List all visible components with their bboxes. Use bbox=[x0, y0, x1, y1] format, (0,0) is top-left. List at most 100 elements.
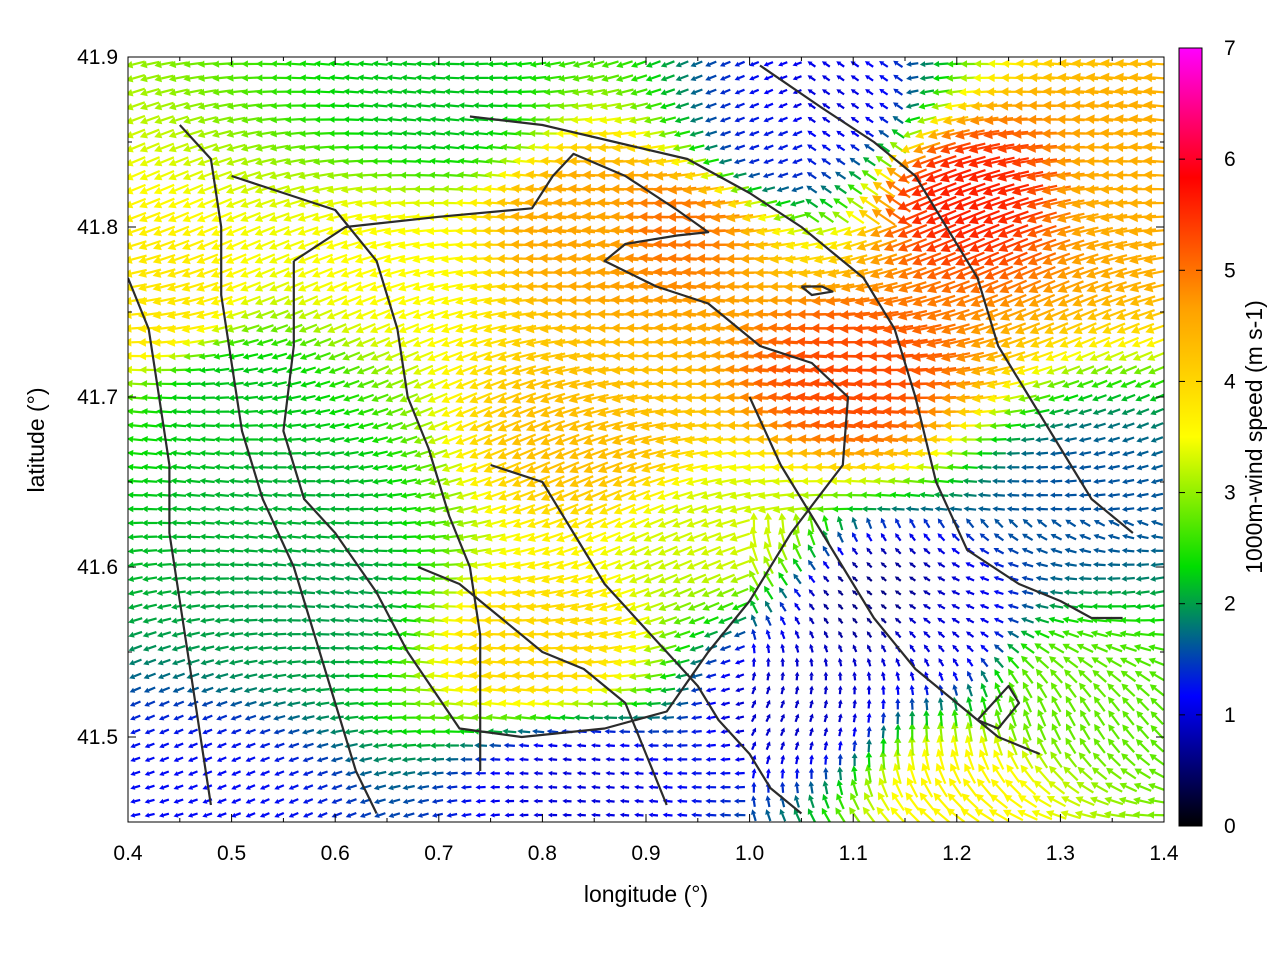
wind-arrow bbox=[358, 74, 374, 81]
wind-arrow bbox=[372, 465, 388, 471]
wind-arrow bbox=[372, 88, 387, 94]
wind-arrow bbox=[620, 771, 629, 776]
wind-arrow bbox=[1108, 465, 1120, 471]
wind-arrow bbox=[358, 464, 373, 470]
wind-arrow bbox=[272, 450, 287, 456]
wind-arrow bbox=[662, 729, 674, 734]
wind-arrow bbox=[980, 645, 988, 652]
wind-arrow bbox=[329, 645, 344, 651]
wind-arrow bbox=[735, 76, 745, 81]
wind-arrow bbox=[330, 575, 344, 581]
x-tick-label: 0.7 bbox=[424, 842, 453, 865]
wind-arrow bbox=[257, 520, 272, 526]
wind-arrow bbox=[1091, 603, 1107, 610]
wind-arrow bbox=[1093, 437, 1105, 443]
wind-arrow bbox=[689, 632, 704, 639]
wind-arrow bbox=[357, 409, 373, 416]
wind-arrow bbox=[1007, 656, 1018, 668]
wind-arrow bbox=[432, 799, 443, 804]
x-tick-label: 1.2 bbox=[942, 842, 971, 865]
wind-arrow bbox=[344, 673, 359, 679]
wind-arrow bbox=[705, 660, 716, 665]
wind-arrow bbox=[793, 76, 802, 80]
wind-arrow bbox=[329, 74, 345, 81]
wind-arrow bbox=[824, 644, 828, 652]
wind-arrow bbox=[1120, 768, 1136, 778]
wind-arrow bbox=[689, 646, 703, 652]
wind-arrow bbox=[128, 604, 142, 610]
wind-arrow bbox=[243, 506, 258, 512]
wind-arrow bbox=[1150, 590, 1164, 596]
wind-arrow bbox=[230, 702, 242, 707]
wind-arrow bbox=[142, 464, 158, 471]
wind-arrow bbox=[910, 518, 915, 528]
wind-arrow bbox=[286, 423, 301, 429]
wind-arrow bbox=[605, 799, 614, 804]
wind-arrow bbox=[895, 618, 901, 623]
wind-arrow bbox=[920, 61, 934, 67]
wind-arrow bbox=[1143, 170, 1170, 180]
wind-arrow bbox=[487, 144, 504, 151]
wind-arrow bbox=[1062, 644, 1078, 653]
wind-arrow bbox=[387, 548, 402, 555]
wind-arrow bbox=[516, 61, 532, 68]
wind-arrow bbox=[414, 478, 431, 485]
wind-arrow bbox=[924, 644, 930, 651]
wind-arrow bbox=[823, 780, 829, 794]
wind-arrow bbox=[188, 743, 198, 748]
wind-arrow bbox=[301, 687, 315, 693]
wind-arrow bbox=[1035, 603, 1048, 609]
wind-arrow bbox=[1136, 506, 1148, 512]
wind-arrow bbox=[589, 715, 603, 721]
wind-arrow bbox=[199, 450, 215, 457]
wind-arrow bbox=[200, 618, 214, 624]
wind-arrow bbox=[387, 743, 402, 749]
wind-arrow bbox=[1094, 710, 1104, 725]
wind-arrow bbox=[706, 674, 717, 679]
wind-arrow bbox=[156, 408, 172, 415]
wind-arrow bbox=[202, 702, 213, 707]
wind-arrow bbox=[752, 700, 756, 708]
wind-arrow bbox=[923, 631, 930, 638]
wind-arrow bbox=[1035, 451, 1048, 457]
wind-arrow bbox=[676, 729, 687, 734]
wind-arrow bbox=[174, 743, 184, 748]
wind-arrow bbox=[648, 813, 658, 818]
colorbar-tick-label: 4 bbox=[1224, 370, 1236, 393]
wind-arrow bbox=[401, 520, 417, 527]
wind-arrow bbox=[852, 753, 858, 766]
wind-arrow bbox=[185, 367, 202, 374]
wind-arrow bbox=[272, 631, 286, 637]
wind-arrow bbox=[270, 88, 287, 95]
wind-arrow bbox=[675, 117, 690, 123]
wind-arrow bbox=[432, 813, 443, 818]
wind-arrow bbox=[994, 590, 1004, 595]
wind-arrow bbox=[145, 730, 155, 735]
wind-arrow bbox=[1048, 617, 1063, 623]
wind-arrow bbox=[562, 785, 571, 790]
wind-arrow bbox=[822, 808, 830, 823]
wind-arrow bbox=[171, 506, 186, 512]
wind-arrow bbox=[852, 727, 857, 737]
wind-arrow bbox=[358, 520, 373, 526]
wind-arrow bbox=[559, 714, 575, 721]
wind-arrow bbox=[344, 492, 359, 498]
wind-arrow bbox=[634, 757, 644, 762]
wind-arrow bbox=[214, 548, 229, 554]
wind-arrow bbox=[795, 630, 799, 638]
wind-arrow bbox=[752, 672, 757, 681]
wind-arrow bbox=[793, 574, 801, 584]
wind-arrow bbox=[777, 173, 788, 178]
wind-arrow bbox=[953, 658, 958, 666]
wind-arrow bbox=[257, 450, 272, 456]
wind-arrow bbox=[1135, 590, 1149, 596]
wind-arrow bbox=[706, 771, 717, 776]
wind-arrow bbox=[838, 658, 843, 667]
wind-arrow bbox=[244, 701, 256, 706]
wind-arrow bbox=[200, 576, 215, 582]
wind-arrow bbox=[720, 743, 730, 748]
wind-arrow bbox=[1134, 617, 1151, 624]
wind-arrow bbox=[214, 590, 229, 596]
wind-arrow bbox=[490, 799, 500, 804]
wind-arrow bbox=[706, 715, 716, 720]
